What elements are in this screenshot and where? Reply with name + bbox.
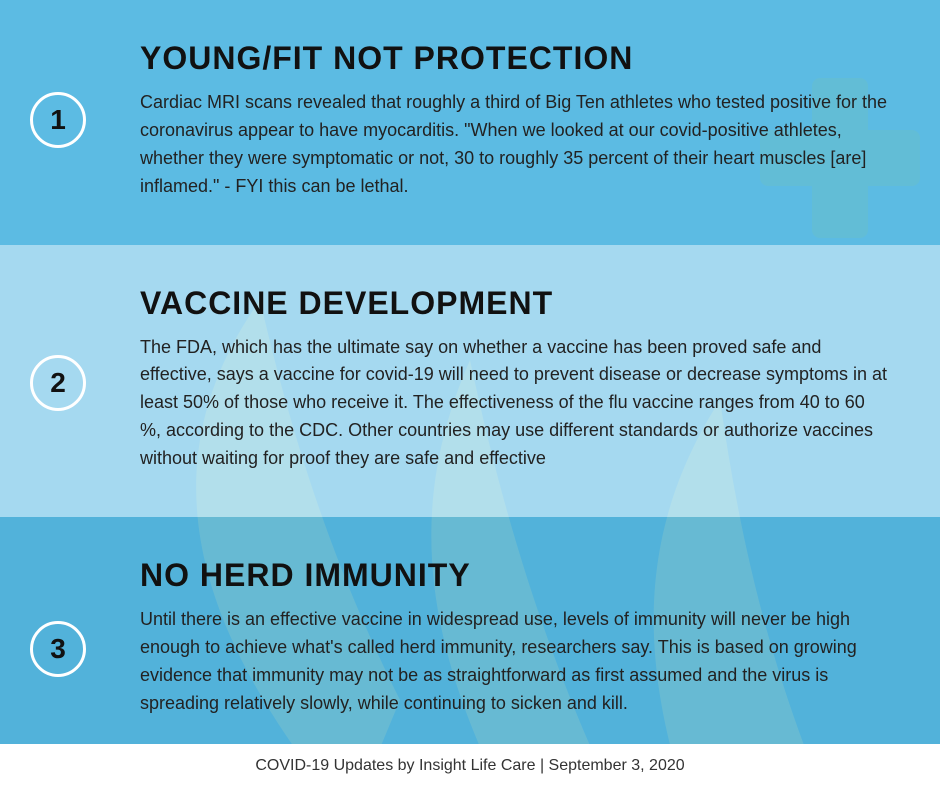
section-1-body: Cardiac MRI scans revealed that roughly …: [140, 89, 890, 201]
section-3: 3 NO HERD IMMUNITY Until there is an eff…: [0, 517, 940, 762]
section-1-number-badge: 1: [30, 92, 86, 148]
section-3-title: NO HERD IMMUNITY: [140, 557, 890, 594]
section-1: 1 YOUNG/FIT NOT PROTECTION Cardiac MRI s…: [0, 0, 940, 245]
section-1-number: 1: [50, 104, 66, 136]
section-2: 2 VACCINE DEVELOPMENT The FDA, which has…: [0, 245, 940, 517]
section-2-number: 2: [50, 367, 66, 399]
footer-bar: COVID-19 Updates by Insight Life Care | …: [0, 744, 940, 788]
footer-text: COVID-19 Updates by Insight Life Care | …: [255, 757, 684, 775]
section-3-number: 3: [50, 633, 66, 665]
section-3-body: Until there is an effective vaccine in w…: [140, 606, 890, 718]
section-2-number-badge: 2: [30, 355, 86, 411]
section-2-body: The FDA, which has the ultimate say on w…: [140, 334, 890, 473]
section-2-title: VACCINE DEVELOPMENT: [140, 285, 890, 322]
sections-container: 1 YOUNG/FIT NOT PROTECTION Cardiac MRI s…: [0, 0, 940, 762]
section-3-number-badge: 3: [30, 621, 86, 677]
infographic-canvas: 1 YOUNG/FIT NOT PROTECTION Cardiac MRI s…: [0, 0, 940, 788]
section-1-title: YOUNG/FIT NOT PROTECTION: [140, 40, 890, 77]
